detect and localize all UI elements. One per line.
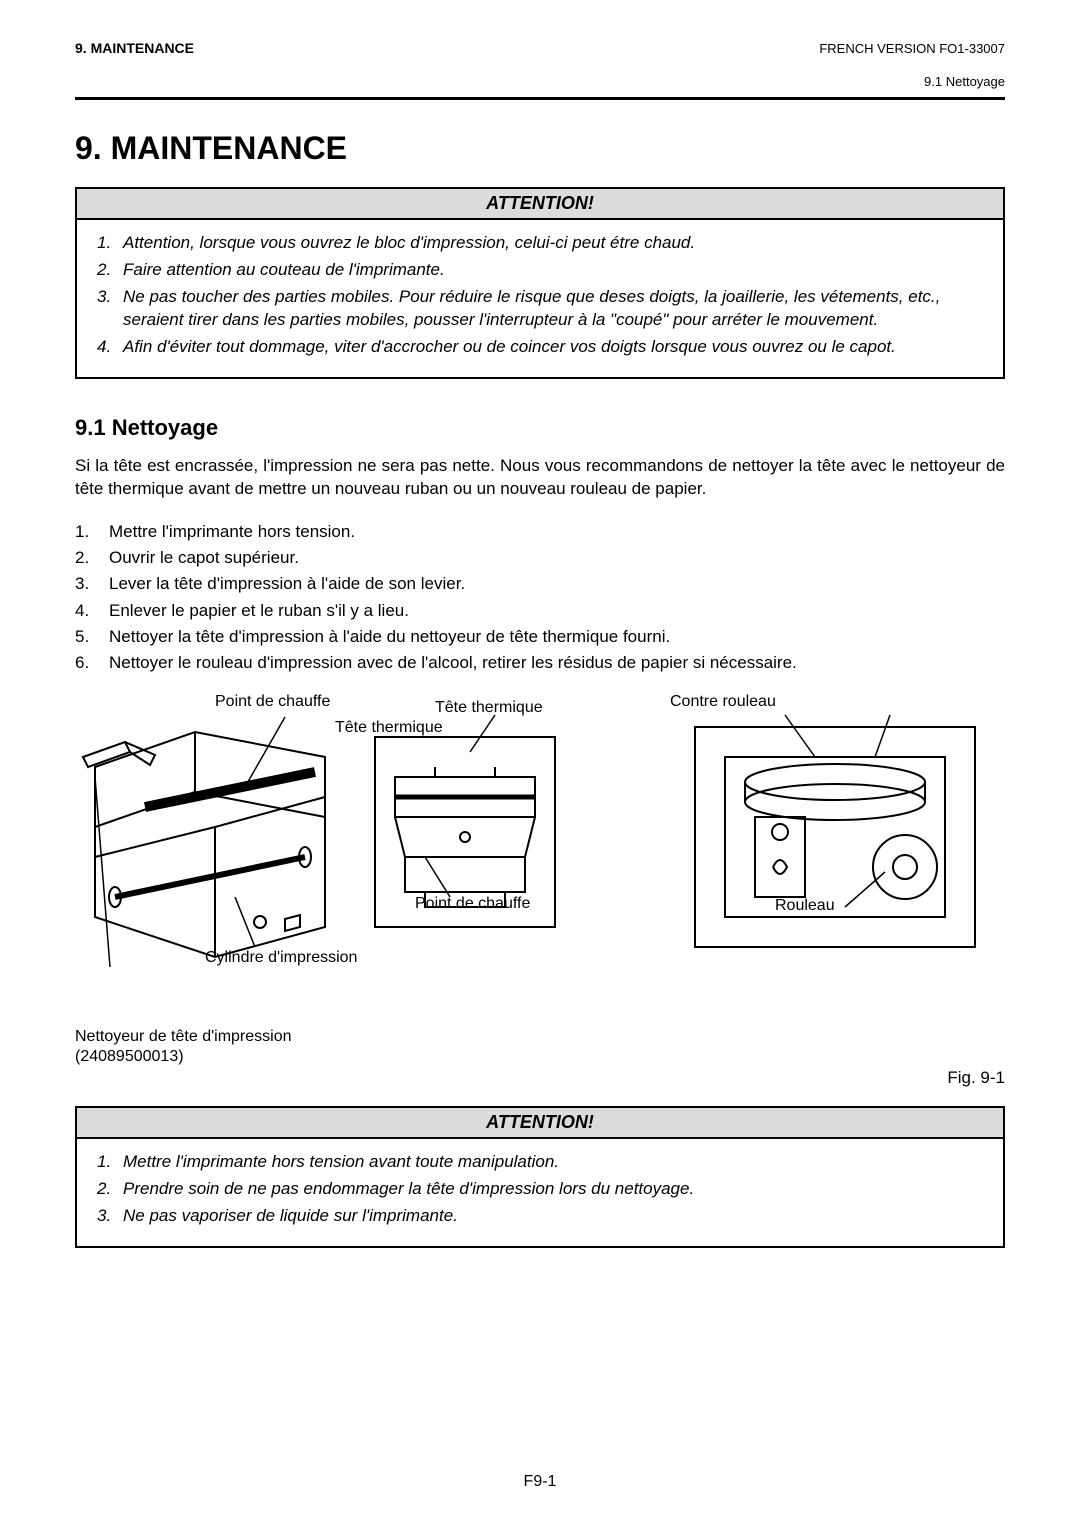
warn2-item: Ne pas vaporiser de liquide sur l'imprim…	[123, 1205, 458, 1228]
step-item: Lever la tête d'impression à l'aide de s…	[109, 571, 465, 597]
step-item: Ouvrir le capot supérieur.	[109, 545, 299, 571]
header-rule	[75, 97, 1005, 100]
warn2-item: Mettre l'imprimante hors tension avant t…	[123, 1151, 559, 1174]
label-tete-thermique-mid: Tête thermique	[335, 719, 443, 737]
warn1-item: Ne pas toucher des parties mobiles. Pour…	[123, 286, 983, 332]
warn2-item: Prendre soin de ne pas endommager la têt…	[123, 1178, 694, 1201]
label-rouleau: Rouleau	[775, 897, 835, 915]
page-footer: F9-1	[0, 1473, 1080, 1491]
step-item: Enlever le papier et le ruban s'il y a l…	[109, 598, 409, 624]
step-item: Nettoyer la tête d'impression à l'aide d…	[109, 624, 670, 650]
attention-list-1: 1.Attention, lorsque vous ouvrez le bloc…	[97, 232, 983, 359]
warn1-item: Afin d'éviter tout dommage, viter d'accr…	[123, 336, 896, 359]
figure-number: Fig. 9-1	[75, 1068, 1005, 1088]
label-point-chauffe-mid: Point de chauffe	[415, 895, 530, 913]
header-right: FRENCH VERSION FO1-33007	[819, 41, 1005, 56]
caption-nettoyeur-2: (24089500013)	[75, 1048, 184, 1065]
label-point-chauffe-top: Point de chauffe	[215, 693, 330, 711]
label-contre-rouleau: Contre rouleau	[670, 693, 776, 711]
caption-nettoyeur-1: Nettoyeur de tête d'impression	[75, 1028, 292, 1045]
figure-caption-left: Nettoyeur de tête d'impression (24089500…	[75, 1027, 1005, 1069]
attention-box-2: ATTENTION! 1.Mettre l'imprimante hors te…	[75, 1106, 1005, 1248]
attention-list-2: 1.Mettre l'imprimante hors tension avant…	[97, 1151, 983, 1228]
section-heading: 9.1 Nettoyage	[75, 415, 1005, 441]
warn1-item: Faire attention au couteau de l'impriman…	[123, 259, 445, 282]
label-cylindre: Cylindre d'impression	[205, 949, 357, 967]
warn1-item: Attention, lorsque vous ouvrez le bloc d…	[123, 232, 695, 255]
page-title: 9. MAINTENANCE	[75, 130, 1005, 167]
label-tete-thermique-top: Tête thermique	[435, 699, 543, 717]
header-subright: 9.1 Nettoyage	[75, 74, 1005, 89]
figure-area: Point de chauffe Tête thermique Tête the…	[75, 697, 1005, 1027]
attention-heading-2: ATTENTION!	[77, 1108, 1003, 1139]
header-left: 9. MAINTENANCE	[75, 40, 194, 56]
step-item: Nettoyer le rouleau d'impression avec de…	[109, 650, 797, 676]
steps-list: 1.Mettre l'imprimante hors tension. 2.Ou…	[75, 519, 1005, 677]
attention-box-1: ATTENTION! 1.Attention, lorsque vous ouv…	[75, 187, 1005, 379]
section-paragraph: Si la tête est encrassée, l'impression n…	[75, 455, 1005, 501]
step-item: Mettre l'imprimante hors tension.	[109, 519, 355, 545]
attention-heading-1: ATTENTION!	[77, 189, 1003, 220]
